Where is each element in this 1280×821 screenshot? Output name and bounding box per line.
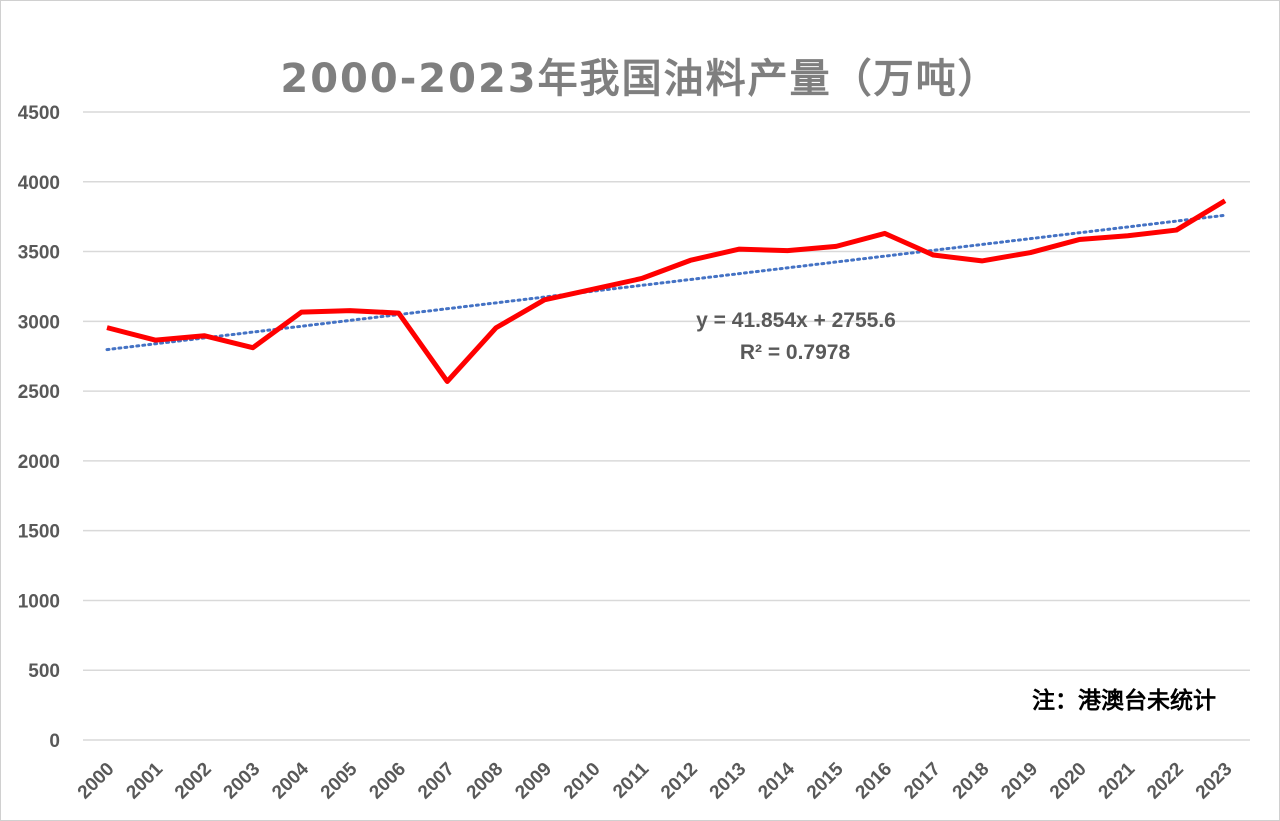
y-tick-label: 0	[49, 731, 60, 752]
x-tick-label: 2001	[122, 758, 167, 803]
y-tick-label: 1500	[18, 522, 60, 543]
chart-note: 注：港澳台未统计	[1032, 687, 1216, 714]
x-tick-label: 2005	[317, 758, 362, 803]
y-tick-label: 3000	[18, 312, 60, 333]
x-tick-label: 2012	[657, 759, 702, 804]
x-tick-label: 2023	[1192, 759, 1237, 804]
x-tick-label: 2013	[706, 759, 751, 804]
y-tick-label: 2500	[18, 382, 60, 403]
y-tick-label: 2000	[18, 452, 60, 473]
y-tick-label: 4500	[18, 103, 60, 124]
x-tick-label: 2006	[365, 759, 410, 804]
x-tick-label: 2021	[1095, 758, 1140, 803]
x-tick-label: 2015	[803, 758, 848, 803]
y-tick-label: 1000	[18, 591, 60, 612]
x-tick-label: 2014	[754, 758, 799, 803]
x-tick-label: 2022	[1143, 759, 1188, 804]
x-tick-label: 2008	[463, 759, 508, 804]
x-tick-label: 2003	[220, 759, 265, 804]
x-tick-label: 2004	[268, 758, 313, 803]
y-tick-label: 3500	[18, 243, 60, 264]
x-tick-label: 2017	[900, 759, 945, 804]
x-tick-label: 2011	[609, 758, 653, 802]
x-tick-label: 2016	[852, 759, 897, 804]
trendline-equation: y = 41.854x + 2755.6	[696, 309, 896, 332]
x-tick-label: 2002	[171, 759, 216, 804]
y-tick-label: 4000	[18, 173, 60, 194]
trendline	[105, 213, 1227, 352]
x-tick-label: 2018	[949, 759, 994, 804]
x-tick-label: 2020	[1046, 759, 1091, 804]
x-tick-label: 2000	[74, 759, 119, 804]
x-tick-label: 2010	[560, 759, 605, 804]
y-tick-label: 500	[28, 661, 60, 682]
x-tick-label: 2019	[997, 759, 1042, 804]
x-tick-label: 2009	[511, 759, 556, 804]
series-line	[106, 198, 1227, 384]
trendline-r2: R² = 0.7978	[740, 341, 851, 364]
x-tick-label: 2007	[414, 759, 459, 804]
chart-title: 2000-2023年我国油料产量（万吨）	[280, 56, 1000, 102]
